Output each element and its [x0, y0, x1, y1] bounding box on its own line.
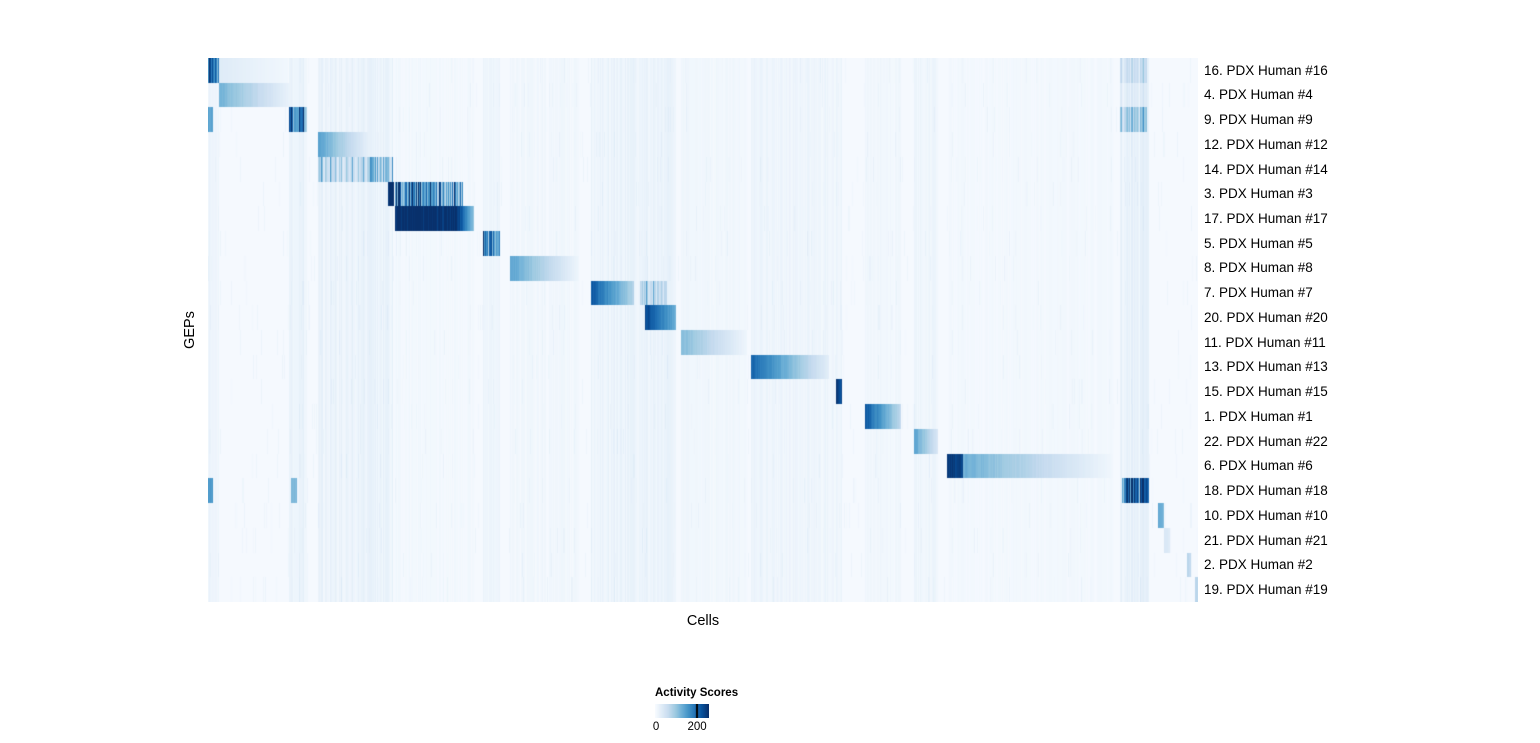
- row-label: 11. PDX Human #11: [1204, 334, 1326, 350]
- legend-tick-max: 200: [687, 721, 707, 733]
- row-label: 22. PDX Human #22: [1204, 433, 1328, 449]
- row-label: 1. PDX Human #1: [1204, 408, 1313, 424]
- row-label: 16. PDX Human #16: [1204, 62, 1328, 78]
- row-label: 12. PDX Human #12: [1204, 136, 1328, 152]
- row-label: 13. PDX Human #13: [1204, 359, 1328, 375]
- legend: Activity Scores 0 200: [652, 687, 739, 735]
- row-label: 14. PDX Human #14: [1204, 161, 1328, 177]
- row-label: 7. PDX Human #7: [1204, 285, 1313, 301]
- row-labels: 16. PDX Human #16 4. PDX Human #4 9. PDX H…: [1204, 58, 1328, 602]
- row-label: 2. PDX Human #2: [1204, 557, 1313, 573]
- row-label: 3. PDX Human #3: [1204, 186, 1313, 202]
- y-axis-label: GEPs: [182, 311, 198, 349]
- row-label: 5. PDX Human #5: [1204, 235, 1313, 251]
- row-label: 19. PDX Human #19: [1204, 582, 1328, 598]
- row-label: 8. PDX Human #8: [1204, 260, 1313, 276]
- legend-tick-min: 0: [652, 721, 660, 733]
- x-axis-label: Cells: [686, 613, 720, 629]
- row-label: 15. PDX Human #15: [1204, 384, 1328, 400]
- heatmap-canvas: [208, 58, 1198, 602]
- row-label: 9. PDX Human #9: [1204, 112, 1313, 128]
- row-label: 6. PDX Human #6: [1204, 458, 1313, 474]
- legend-ticks: 0 200: [652, 721, 738, 735]
- row-label: 20. PDX Human #20: [1204, 309, 1328, 325]
- row-label: 4. PDX Human #4: [1204, 87, 1313, 103]
- row-label: 21. PDX Human #21: [1204, 532, 1328, 548]
- row-label: 10. PDX Human #10: [1204, 507, 1328, 523]
- legend-colorbar: [655, 704, 709, 718]
- row-label: 17. PDX Human #17: [1204, 211, 1328, 227]
- row-label: 18. PDX Human #18: [1204, 483, 1328, 499]
- legend-title: Activity Scores: [655, 687, 739, 699]
